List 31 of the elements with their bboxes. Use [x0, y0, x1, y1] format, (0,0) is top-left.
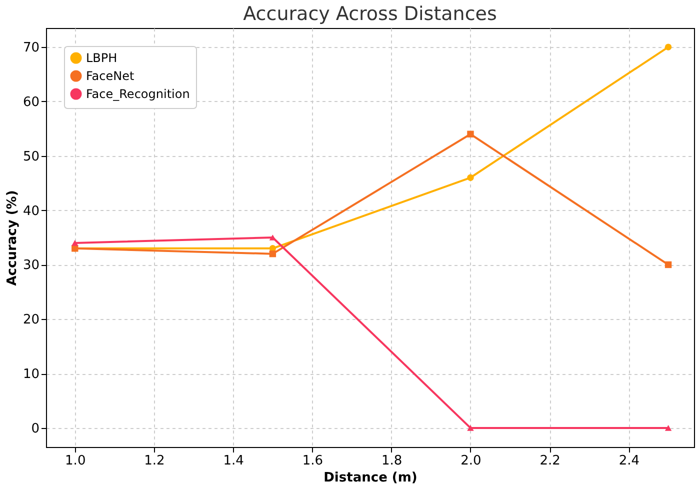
x-tick-label: 2.0: [460, 454, 482, 468]
x-tick-label: 1.6: [302, 454, 324, 468]
y-tick-label: 40: [22, 204, 40, 219]
point: [467, 130, 474, 138]
point: [664, 44, 672, 50]
chart-title: Accuracy Across Distances: [243, 3, 497, 25]
point: [72, 240, 78, 246]
y-tick-label: 30: [22, 258, 40, 274]
y-tick-label: 70: [22, 40, 40, 56]
point: [269, 250, 276, 258]
point: [664, 425, 672, 431]
y-tick-label: 50: [22, 149, 40, 164]
legend-label: FaceNet: [86, 69, 134, 83]
point: [467, 425, 474, 431]
x-tick-label: 1.0: [65, 454, 86, 468]
point: [664, 261, 672, 268]
x-tick-label: 1.2: [144, 454, 165, 468]
legend-label: LBPH: [86, 51, 118, 65]
point: [269, 234, 276, 240]
y-tick-label: 20: [22, 312, 40, 328]
x-tick-label: 1.4: [223, 454, 244, 468]
x-tick-label: 1.8: [382, 454, 402, 468]
y-tick-label: 0: [31, 421, 40, 436]
y-tick-label: 60: [22, 94, 40, 110]
x-tick-label: 2.4: [618, 454, 640, 468]
legend-label: Face_Recognition: [86, 87, 190, 101]
y-axis-title: Accuracy (%): [4, 190, 20, 286]
x-tick-label: 2.2: [540, 454, 560, 468]
y-tick-label: 10: [22, 367, 40, 382]
point: [467, 174, 474, 181]
x-axis-title: Distance (m): [324, 470, 418, 486]
